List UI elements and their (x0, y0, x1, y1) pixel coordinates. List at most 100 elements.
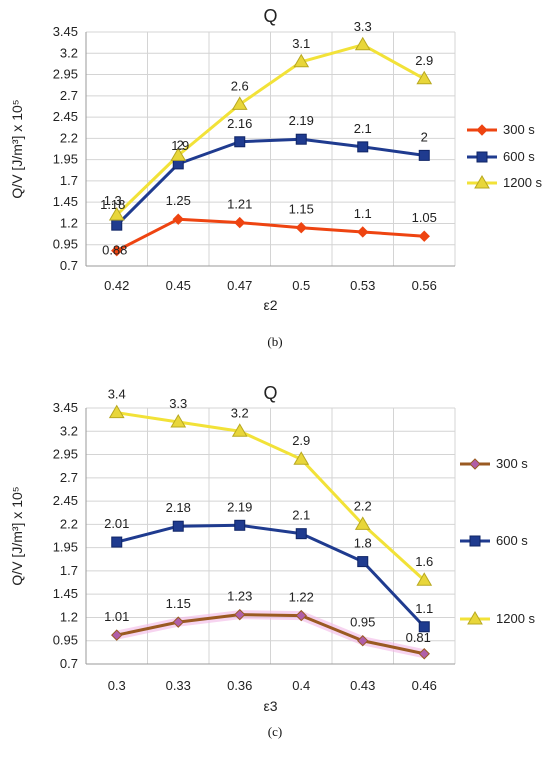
data-point (295, 609, 307, 622)
chart-1: Q 0.7 0.95 1.2 1.45 1.7 1.95 2.2 2.45 2.7 2.95 3.2 3… (9, 6, 543, 349)
y-tick-label: 0.95 (53, 237, 78, 252)
chart-2: Q0.70.951.21.451.71.952.22.452.72.953.23… (9, 383, 536, 739)
series-300-s (115, 610, 426, 659)
legend-label: 600 s (496, 533, 528, 548)
y-tick-label: 0.95 (53, 633, 78, 648)
data-label: 1.6 (415, 554, 433, 569)
chart-title: Q (263, 383, 277, 403)
data-point (170, 147, 187, 161)
data-label: 2 (421, 129, 428, 144)
data-label: 2.9 (292, 433, 310, 448)
data-label: 2.2 (354, 498, 372, 513)
data-label: 1.3 (104, 193, 122, 208)
data-label: 1.1 (354, 206, 372, 221)
chart-title: Q (263, 6, 277, 26)
data-label: 2.19 (289, 113, 314, 128)
data-point (416, 572, 433, 586)
y-axis-label: Q/V [J/m³] x 10⁵ (9, 99, 25, 198)
x-tick-label: 0.36 (227, 678, 252, 693)
series-markers-600-s: 1.18 1.9 2.16 2.19 2.1 2 (100, 113, 430, 231)
data-point (108, 404, 125, 419)
y-tick-label: 2.7 (60, 88, 78, 103)
data-point (293, 53, 310, 68)
data-point (295, 528, 307, 540)
data-point (418, 648, 430, 660)
data-point (418, 621, 430, 633)
x-tick-label: 0.53 (350, 278, 375, 293)
x-tick-label: 0.45 (166, 278, 191, 293)
data-point (111, 244, 123, 257)
y-tick-label: 2.7 (60, 470, 78, 485)
data-point (295, 133, 307, 145)
data-point (234, 608, 246, 621)
series-600-s (116, 523, 426, 628)
legend-label: 300 s (503, 122, 535, 137)
data-point (416, 70, 433, 85)
data-label: 1.18 (100, 197, 125, 212)
y-tick-label: 3.2 (60, 423, 78, 438)
data-label: 1.01 (104, 609, 129, 624)
legend-label: 300 s (496, 456, 528, 471)
data-point (172, 520, 184, 532)
legend-marker (467, 611, 483, 625)
data-label: 1.15 (289, 202, 314, 217)
data-point (111, 219, 123, 231)
data-point (418, 149, 430, 161)
data-point (234, 519, 246, 531)
data-point (231, 423, 248, 437)
y-tick-label: 3.45 (53, 400, 78, 415)
y-axis-label: Q/V [J/m³] x 10⁵ (9, 486, 25, 585)
data-label: 1.8 (354, 536, 372, 551)
data-label: 3.3 (169, 396, 187, 411)
data-label: 0.95 (350, 615, 375, 630)
data-label: 1.9 (171, 138, 189, 153)
series-markers-1200-s: 1.3 2 2.6 3.1 3.3 2.9 (104, 19, 433, 221)
data-point (357, 226, 369, 238)
data-point (172, 616, 184, 628)
x-tick-label: 0.4 (292, 678, 310, 693)
legend-label: 600 s (503, 149, 535, 164)
data-point (111, 536, 123, 548)
data-label: 0.81 (406, 630, 431, 645)
legend-item: 1200 s (467, 175, 543, 190)
y-tick-label: 2.2 (60, 516, 78, 531)
data-point (354, 36, 371, 51)
data-point (354, 516, 371, 530)
series-markers-300-s: 0.88 1.25 1.21 1.15 1.1 1.05 (102, 193, 437, 257)
x-tick-label: 0.3 (108, 678, 126, 693)
legend-marker (474, 175, 490, 189)
x-axis-label: ε3 (263, 698, 277, 714)
y-tick-label: 0.7 (60, 656, 78, 671)
data-label: 2.01 (104, 516, 129, 531)
data-label: 1.15 (166, 596, 191, 611)
series-markers-600-s: 2.01 2.18 2.19 2.1 1.8 1.1 (104, 499, 433, 633)
y-tick-label: 1.7 (60, 563, 78, 578)
x-tick-label: 0.42 (104, 278, 129, 293)
data-label: 2.19 (227, 499, 252, 514)
series-line (115, 43, 425, 217)
series-600-s (115, 137, 425, 227)
series-1200-s (115, 43, 425, 217)
y-tick-label: 1.45 (53, 586, 78, 601)
legend-label: 1200 s (496, 611, 536, 626)
series-line (116, 523, 426, 628)
data-point (231, 96, 248, 110)
y-tick-label: 1.45 (53, 194, 78, 209)
data-label: 0.88 (102, 243, 127, 258)
data-label: 1.05 (412, 210, 437, 225)
data-point (357, 556, 369, 568)
data-point (293, 451, 310, 465)
series-markers-1200-s: 3.4 3.3 3.2 2.9 2.2 1.6 (108, 387, 433, 586)
series-300-s (116, 217, 425, 253)
legend-marker (469, 458, 481, 470)
series-1200-s (116, 411, 426, 582)
y-tick-label: 1.95 (53, 152, 78, 167)
y-tick-label: 2.95 (53, 447, 78, 462)
data-label: 1.1 (415, 601, 433, 616)
x-tick-label: 0.56 (412, 278, 437, 293)
x-tick-label: 0.33 (166, 678, 191, 693)
y-tick-label: 2.2 (60, 130, 78, 145)
legend-marker (476, 151, 488, 163)
x-tick-label: 0.43 (350, 678, 375, 693)
data-point (418, 230, 430, 242)
